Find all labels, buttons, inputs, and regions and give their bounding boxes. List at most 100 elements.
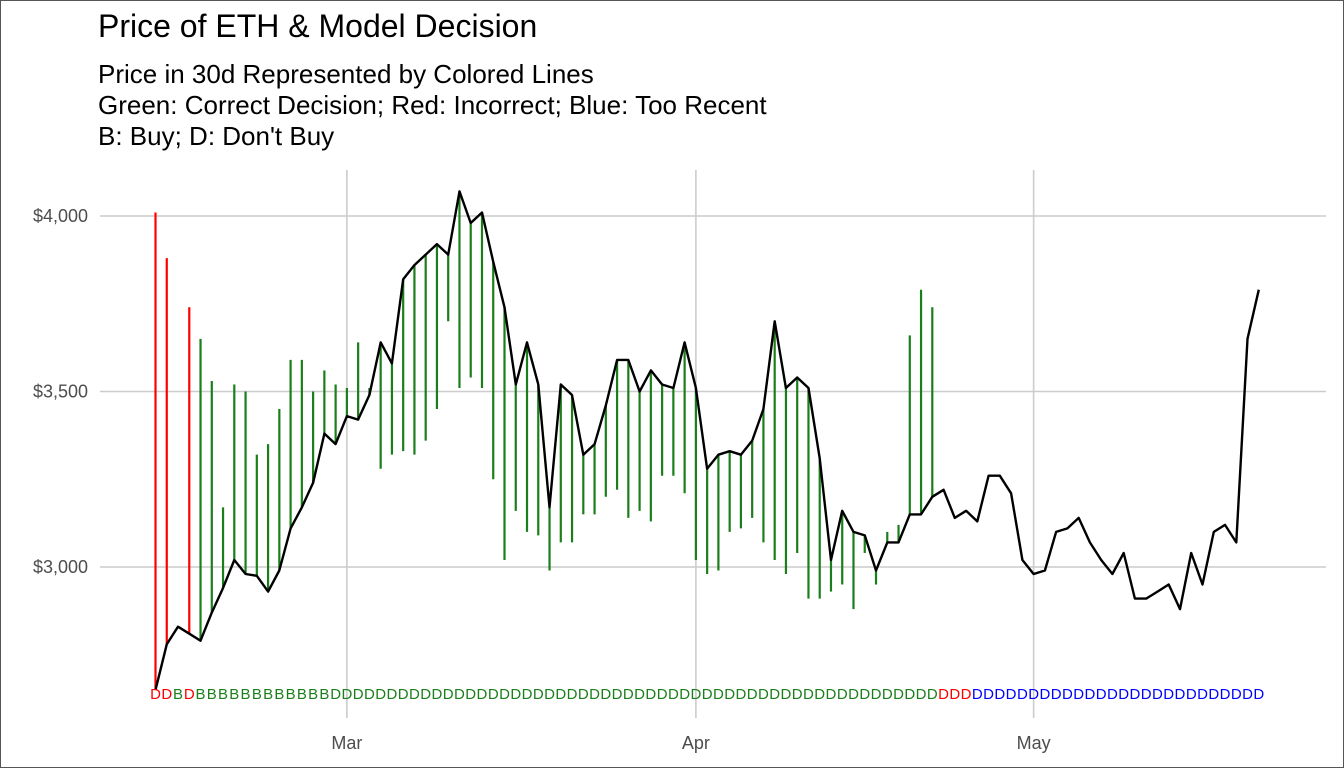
decision-label: D [893, 686, 904, 703]
decision-label: D [1073, 686, 1084, 703]
decision-label: B [286, 686, 296, 703]
grid-lines [100, 170, 1326, 718]
decision-label: D [488, 686, 499, 703]
decision-label: D [1208, 686, 1219, 703]
decision-label: D [1118, 686, 1129, 703]
decision-label: B [308, 686, 318, 703]
decision-label: D [927, 686, 938, 703]
decision-label: D [330, 686, 341, 703]
decision-label: D [702, 686, 713, 703]
x-tick-label: May [1017, 733, 1051, 753]
decision-label: D [1006, 686, 1017, 703]
decision-label: D [634, 686, 645, 703]
decision-label: D [432, 686, 443, 703]
decision-label: D [904, 686, 915, 703]
decision-label: D [994, 686, 1005, 703]
decision-label: D [983, 686, 994, 703]
decision-label: D [848, 686, 859, 703]
y-axis: $3,000 $3,500 $4,000 [33, 206, 88, 577]
decision-label: D [555, 686, 566, 703]
decision-label: D [814, 686, 825, 703]
decision-label: D [972, 686, 983, 703]
decision-label: D [1130, 686, 1141, 703]
decision-label: D [1186, 686, 1197, 703]
decision-label: D [150, 686, 161, 703]
decision-label: D [420, 686, 431, 703]
decision-label: D [386, 686, 397, 703]
decision-label: D [859, 686, 870, 703]
decision-label: D [1051, 686, 1062, 703]
decision-label: B [297, 686, 307, 703]
decision-label: D [645, 686, 656, 703]
decision-label: D [1141, 686, 1152, 703]
y-tick-label: $3,500 [33, 382, 88, 402]
decision-label: D [477, 686, 488, 703]
price-line-group [154, 190, 1260, 691]
decision-label: D [544, 686, 555, 703]
y-tick-label: $3,000 [33, 557, 88, 577]
future-price-bars [154, 191, 934, 690]
chart-title: Price of ETH & Model Decision [98, 8, 538, 44]
decision-label: D [826, 686, 837, 703]
decision-label: D [1253, 686, 1264, 703]
decision-label: D [1017, 686, 1028, 703]
subtitle-line-2: Green: Correct Decision; Red: Incorrect;… [98, 90, 767, 120]
decision-label: D [522, 686, 533, 703]
decision-label: B [319, 686, 329, 703]
decision-label: D [1107, 686, 1118, 703]
decision-label: D [1096, 686, 1107, 703]
decision-label: D [161, 686, 172, 703]
decision-label: D [724, 686, 735, 703]
decision-label: B [229, 686, 239, 703]
decision-label: B [274, 686, 284, 703]
decision-label: D [567, 686, 578, 703]
decision-label: D [1220, 686, 1231, 703]
decision-label: D [1028, 686, 1039, 703]
decision-label: D [690, 686, 701, 703]
decision-label: D [612, 686, 623, 703]
decision-label: D [882, 686, 893, 703]
decision-label: D [1062, 686, 1073, 703]
decision-label: D [443, 686, 454, 703]
x-tick-label: Mar [331, 733, 362, 753]
decision-label: D [758, 686, 769, 703]
decision-label: D [1039, 686, 1050, 703]
decision-label: D [938, 686, 949, 703]
y-tick-label: $4,000 [33, 206, 88, 226]
decision-label: D [657, 686, 668, 703]
subtitle-line-3: B: Buy; D: Don't Buy [98, 121, 335, 151]
decision-label: D [454, 686, 465, 703]
decision-label: D [916, 686, 927, 703]
decision-label: D [1152, 686, 1163, 703]
decision-label: B [252, 686, 262, 703]
decision-label: D [781, 686, 792, 703]
decision-label: D [589, 686, 600, 703]
decision-label: D [1084, 686, 1095, 703]
decision-label: D [398, 686, 409, 703]
decision-label: D [184, 686, 195, 703]
decision-label: B [263, 686, 273, 703]
decision-label: D [961, 686, 972, 703]
decision-label: B [241, 686, 251, 703]
decision-label: B [218, 686, 228, 703]
decision-label: B [173, 686, 183, 703]
decision-label: D [668, 686, 679, 703]
x-tick-label: Apr [682, 733, 710, 753]
decision-label: D [600, 686, 611, 703]
decision-label: D [837, 686, 848, 703]
decision-label: D [465, 686, 476, 703]
decision-label: D [735, 686, 746, 703]
decision-label: D [510, 686, 521, 703]
decision-label: D [792, 686, 803, 703]
decision-label: D [713, 686, 724, 703]
decision-label: D [1163, 686, 1174, 703]
decision-label: D [679, 686, 690, 703]
decision-label: D [1231, 686, 1242, 703]
decision-label: D [1197, 686, 1208, 703]
decision-label: D [341, 686, 352, 703]
decision-label: D [769, 686, 780, 703]
decision-label: D [533, 686, 544, 703]
decision-label: B [207, 686, 217, 703]
